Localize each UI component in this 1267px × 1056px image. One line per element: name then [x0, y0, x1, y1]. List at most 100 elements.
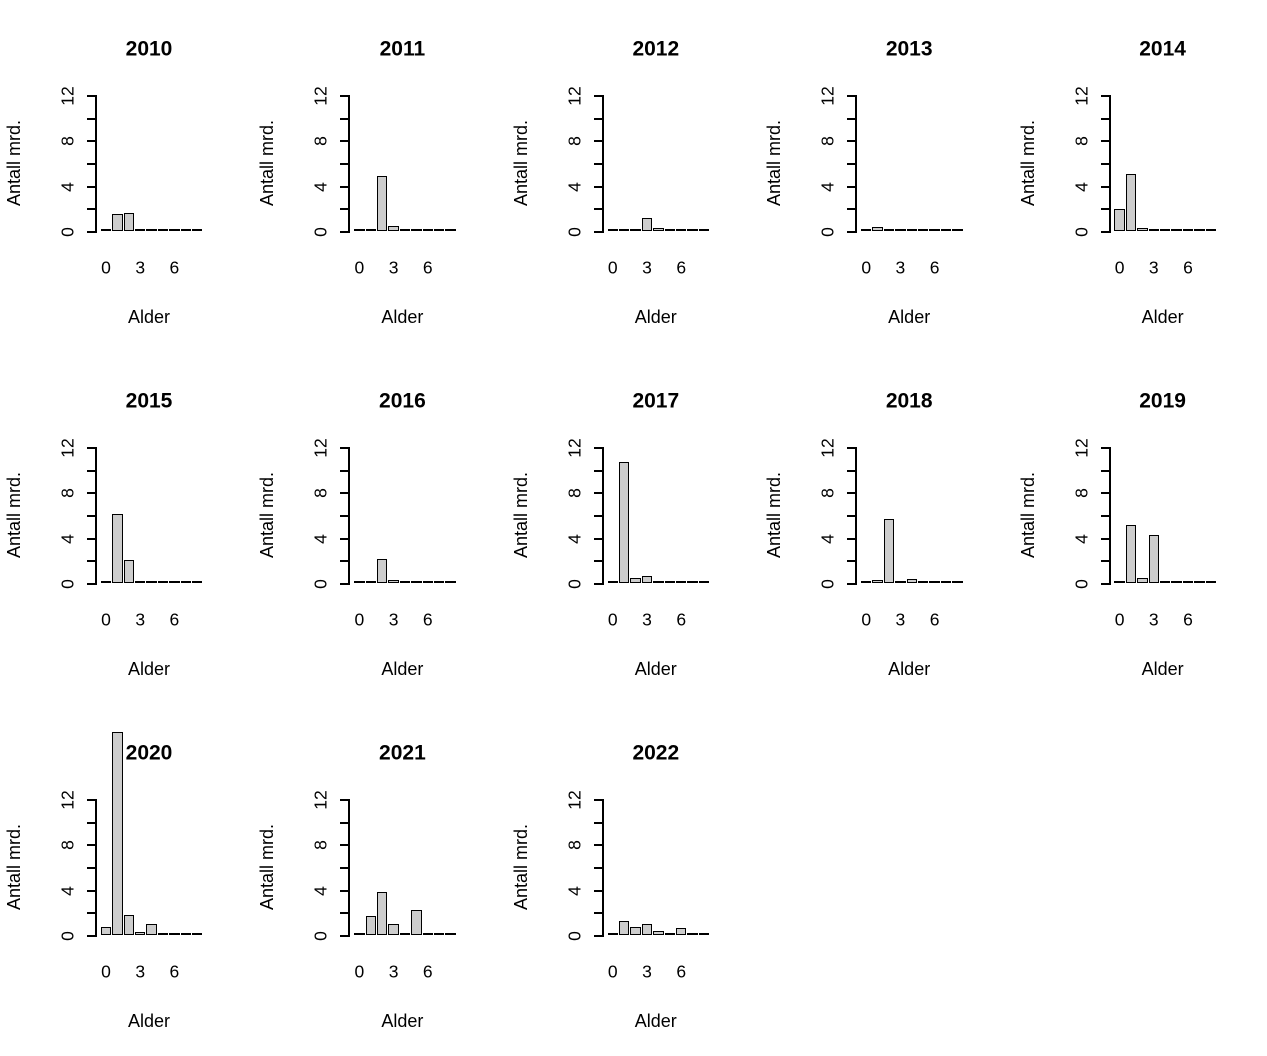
panel-title: 2022	[632, 741, 680, 765]
y-axis-tick	[847, 492, 856, 495]
bar-age-6	[675, 927, 687, 935]
x-axis-title: Alder	[634, 307, 677, 327]
y-axis-tick	[87, 889, 95, 892]
x-axis-title: Alder	[1141, 307, 1184, 327]
panel-title: 2018	[885, 389, 933, 413]
y-axis-tick	[847, 208, 856, 211]
y-axis-tick	[593, 515, 602, 517]
y-tick-label: 12	[564, 86, 585, 106]
panel-2013: 2013 0 4 8 12 0 3 6 Alder Antall mrd.	[760, 0, 1014, 352]
zero-height-bar	[1205, 581, 1217, 583]
x-tick-label: 0	[101, 961, 111, 982]
y-axis-tick	[87, 912, 95, 915]
y-axis-tick	[87, 185, 95, 188]
y-tick-label: 8	[564, 488, 585, 499]
y-axis-tick	[340, 537, 349, 540]
zero-height-bar	[157, 229, 169, 231]
y-tick-label: 12	[564, 790, 585, 810]
y-tick-label: 4	[310, 533, 331, 544]
y-axis-tick	[847, 537, 856, 540]
zero-height-bar	[1182, 229, 1194, 231]
zero-height-bar	[1194, 229, 1205, 231]
y-axis-tick	[87, 95, 95, 97]
y-tick-label: 0	[310, 931, 331, 941]
zero-height-bar	[157, 933, 169, 935]
bar-age-0	[1114, 209, 1125, 231]
panel-2018: 2018 0 4 8 12 0 3 6 Alder Antall mrd.	[760, 352, 1014, 704]
zero-height-bar	[1182, 581, 1194, 583]
x-tick-label: 3	[388, 609, 399, 630]
zero-height-bar	[698, 581, 710, 583]
x-tick-label: 6	[422, 257, 433, 278]
y-axis-tick	[847, 583, 856, 585]
bar-age-3	[388, 579, 399, 583]
zero-height-bar	[180, 581, 192, 583]
y-axis-tick	[593, 889, 602, 892]
panel-2012: 2012 0 4 8 12 0 3 6 Alder Antall mrd.	[507, 0, 761, 352]
x-tick-label: 6	[169, 257, 180, 278]
y-axis-tick	[1100, 537, 1109, 540]
x-tick-label: 6	[676, 257, 687, 278]
y-tick-label: 4	[57, 885, 78, 896]
y-axis-tick	[340, 95, 349, 97]
y-tick-label: 12	[57, 438, 78, 458]
y-axis-tick	[593, 912, 602, 915]
y-axis-tick	[87, 469, 95, 472]
y-axis-line	[348, 799, 351, 937]
y-axis-tick	[1100, 185, 1109, 188]
bar-age-0	[100, 927, 112, 935]
y-axis-tick	[340, 844, 349, 847]
y-axis-tick	[847, 185, 856, 188]
y-tick-label: 0	[57, 579, 78, 589]
zero-height-bar	[445, 229, 456, 231]
y-axis-title: Antall mrd.	[4, 823, 24, 911]
y-tick-label: 12	[310, 438, 331, 458]
y-axis-tick	[593, 844, 602, 847]
x-tick-label: 3	[135, 961, 146, 982]
y-axis-tick	[87, 537, 95, 540]
x-tick-label: 0	[354, 257, 365, 278]
y-axis-tick	[340, 912, 349, 915]
y-axis-tick	[1100, 583, 1109, 585]
zero-height-bar	[675, 581, 687, 583]
zero-height-bar	[1114, 581, 1125, 583]
y-axis-line	[1108, 447, 1111, 585]
y-axis-tick	[1100, 560, 1109, 563]
y-tick-label: 0	[564, 931, 585, 941]
zero-height-bar	[433, 581, 445, 583]
y-axis-tick	[593, 537, 602, 540]
x-tick-label: 3	[642, 257, 652, 278]
zero-height-bar	[445, 581, 456, 583]
y-axis-title: Antall mrd.	[257, 471, 278, 559]
zero-height-bar	[1148, 229, 1160, 231]
y-tick-label: 0	[57, 931, 78, 941]
y-axis-tick	[87, 140, 95, 143]
zero-height-bar	[422, 933, 434, 935]
panel-2015: 2015 0 4 8 12 0 3 6 Alder Antall mrd.	[0, 352, 254, 704]
bar-age-2	[123, 212, 135, 231]
y-tick-label: 0	[564, 579, 585, 589]
zero-height-bar	[940, 229, 952, 231]
y-axis-tick	[593, 560, 602, 563]
x-axis-title: Alder	[381, 307, 424, 327]
y-tick-label: 8	[57, 840, 78, 851]
y-tick-label: 4	[817, 533, 838, 544]
x-tick-label: 3	[1148, 609, 1159, 630]
x-tick-label: 0	[607, 257, 618, 278]
bar-age-2	[1137, 228, 1148, 231]
zero-height-bar	[687, 933, 698, 935]
y-tick-label: 8	[57, 136, 78, 147]
y-axis-tick	[593, 117, 602, 120]
x-tick-label: 6	[1183, 609, 1193, 630]
panel-2020: 2020 0 4 8 12 0 3 6 Alder Antall mrd.	[0, 704, 254, 1056]
zero-height-bar	[664, 229, 676, 231]
y-axis-title: Antall mrd.	[1017, 471, 1038, 559]
y-axis-tick	[847, 95, 856, 97]
y-tick-label: 0	[1070, 579, 1091, 589]
panel-title: 2019	[1139, 389, 1186, 413]
y-axis-line	[95, 95, 97, 233]
y-axis-tick	[1100, 163, 1109, 165]
y-tick-label: 4	[57, 533, 78, 544]
bar-age-1	[112, 214, 123, 231]
zero-height-bar	[906, 229, 918, 231]
